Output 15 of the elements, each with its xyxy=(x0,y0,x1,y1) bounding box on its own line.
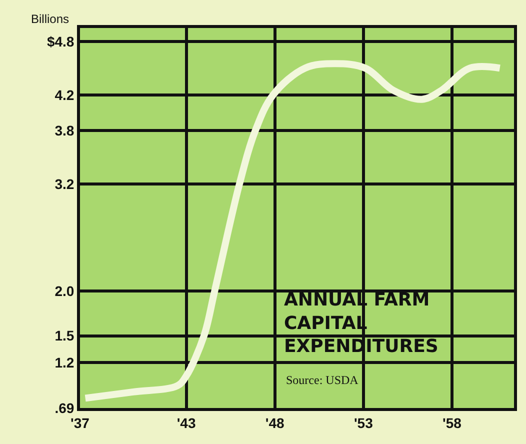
x-tick-label: '53 xyxy=(354,414,374,431)
y-tick-label: 3.8 xyxy=(54,122,74,138)
y-tick-label: 3.2 xyxy=(54,176,74,192)
annotation: Source: USDA xyxy=(286,373,359,387)
y-tick-label: 2.0 xyxy=(54,283,74,300)
y-tick-label: 1.2 xyxy=(54,354,74,370)
x-tick-label: '48 xyxy=(265,414,285,431)
y-tick-label: 1.5 xyxy=(54,328,74,344)
y-tick-label: $4.8 xyxy=(46,33,74,50)
y-axis-title: Billions xyxy=(31,12,70,26)
x-tick-label: '43 xyxy=(176,414,196,431)
x-tick-label: '37 xyxy=(70,414,90,431)
y-tick-label: 4.2 xyxy=(54,86,74,103)
x-tick-label: '58 xyxy=(442,414,462,431)
y-tick-label: .69 xyxy=(54,400,74,416)
